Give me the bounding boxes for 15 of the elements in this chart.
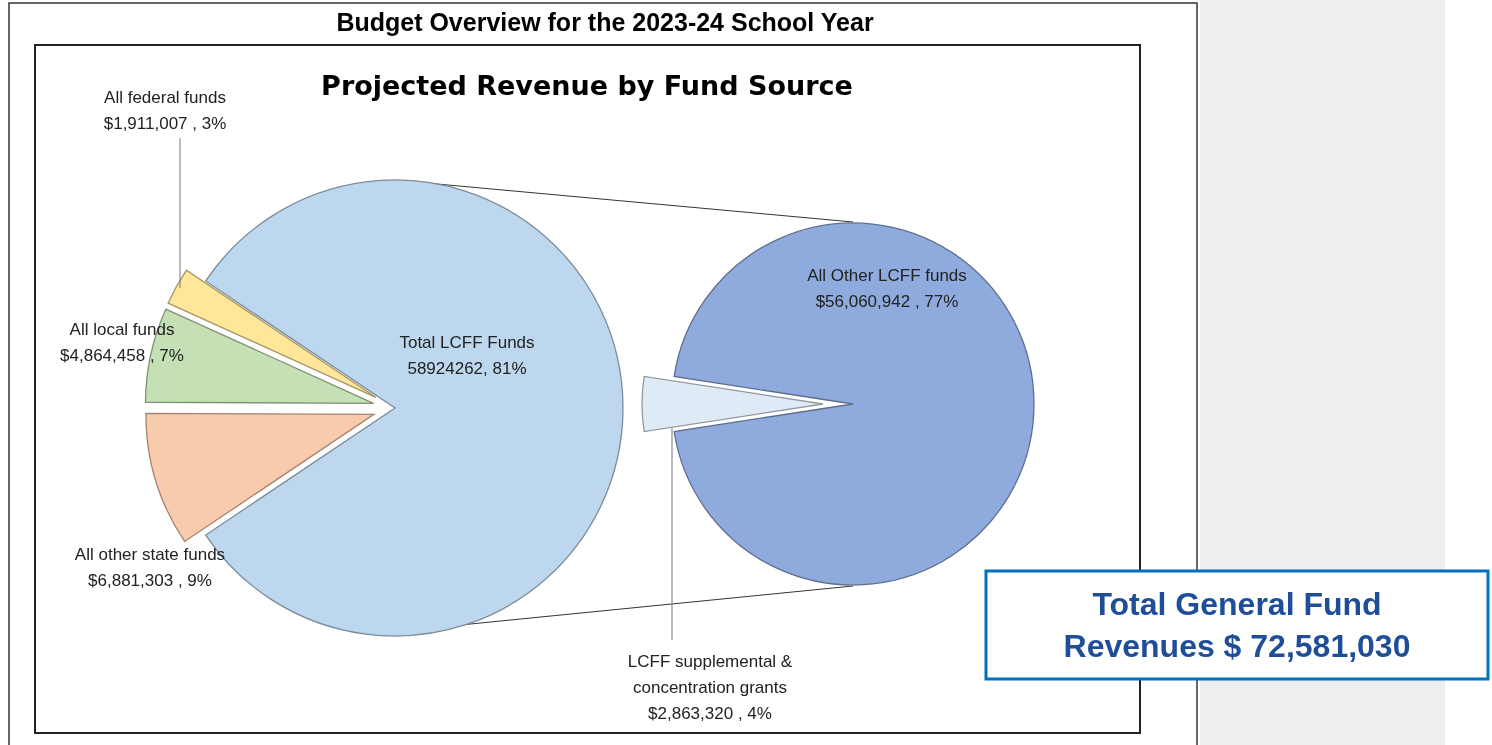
text: Total General Fund Revenues $ 72,581,030	[1063, 586, 1411, 664]
slice-label: All other state funds	[74, 545, 226, 564]
slice-label: All Other LCFF funds	[807, 266, 967, 285]
data-label: $1,911,007 , 3%	[103, 114, 227, 133]
data-label: $2,863,320 , 4%	[648, 704, 772, 723]
chart-title: Budget Overview for the 2023-24 School Year	[336, 8, 874, 36]
data-label: $56,060,942 , 77%	[815, 292, 959, 311]
slice-label: All federal funds	[104, 88, 226, 107]
slice-label: All local funds	[69, 320, 175, 339]
slice-label: LCFF supplemental & concentration grants	[627, 652, 793, 697]
data-label: $6,881,303 , 9%	[88, 571, 212, 590]
slice-label: Total LCFF Funds	[399, 333, 535, 352]
data-label: 58924262, 81%	[407, 359, 527, 378]
chart-subtitle: Projected Revenue by Fund Source	[321, 70, 853, 101]
data-label: $4,864,458 , 7%	[60, 346, 184, 365]
